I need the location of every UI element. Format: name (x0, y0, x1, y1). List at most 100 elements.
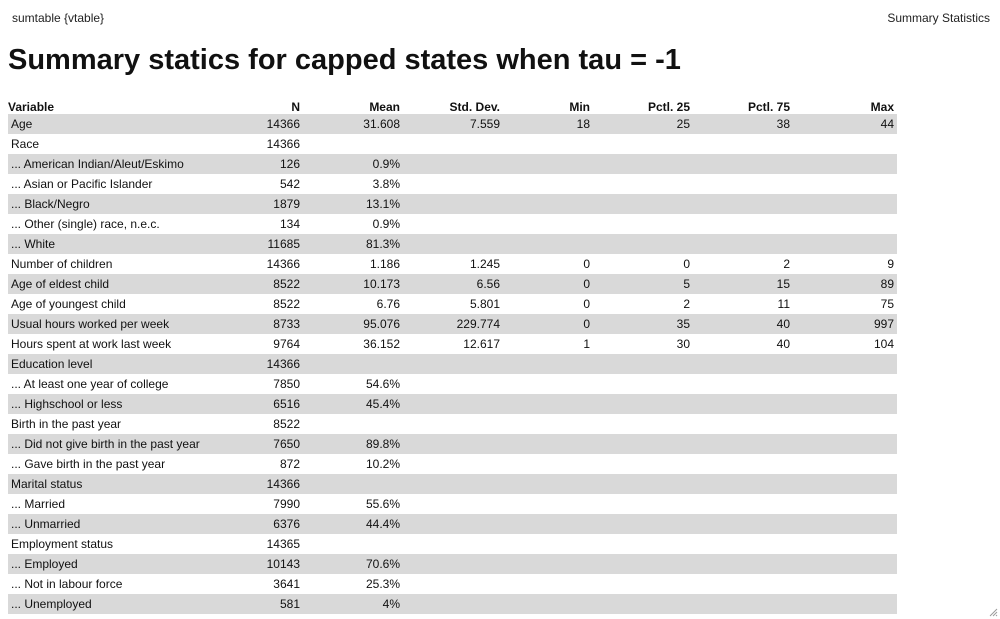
cell-std-dev (403, 454, 503, 474)
table-row: Education level 14366 (8, 354, 897, 374)
cell-pctl-25: 2 (683, 297, 690, 311)
cell-pctl-75 (693, 194, 793, 214)
cell-n: 6516 (273, 397, 300, 411)
table-header: Variable N Mean Std. Dev. Min Pctl. 25 Pctl. 7… (8, 98, 897, 114)
cell-max (793, 194, 897, 214)
cell-pctl-25 (593, 574, 693, 594)
cell-min: 0 (583, 317, 590, 331)
cell-pctl-75 (693, 234, 793, 254)
cell-pctl-75: 40 (776, 317, 790, 331)
cell-pctl-25 (593, 354, 693, 374)
table-row: ... Highschool or less 6516 45.4% (8, 394, 897, 414)
column-header-pctl-75: Pctl. 75 (747, 100, 790, 114)
table-body: Age 14366 31.608 7.559 18 25 38 44 Race 14366... … (8, 114, 897, 614)
cell-pctl-75 (693, 554, 793, 574)
cell-max (793, 154, 897, 174)
cell-n: 134 (279, 217, 300, 231)
cell-pctl-75 (693, 434, 793, 454)
cell-max (793, 494, 897, 514)
table-row: Hours spent at work last week 9764 36.152 1… (8, 334, 897, 354)
table-row: ... Employed 10143 70.6% (8, 554, 897, 574)
cell-std-dev (403, 154, 503, 174)
resize-grip-icon[interactable] (988, 607, 998, 617)
cell-pctl-25 (593, 154, 693, 174)
cell-variable: ... Not in labour force (11, 577, 123, 591)
table-row: ... Married 7990 55.6% (8, 494, 897, 514)
cell-mean: 36.152 (363, 337, 400, 351)
cell-variable: ... American Indian/Aleut/Eskimo (11, 157, 184, 171)
column-header-mean: Mean (369, 100, 400, 114)
cell-pctl-25 (593, 454, 693, 474)
viewer-header: sumtable {vtable} Summary Statistics (0, 0, 1000, 34)
cell-min (503, 514, 593, 534)
cell-pctl-25 (593, 394, 693, 414)
cell-std-dev (403, 574, 503, 594)
table-row: Marital status 14366 (8, 474, 897, 494)
cell-pctl-25 (593, 494, 693, 514)
cell-variable: Race (11, 137, 40, 151)
cell-variable: Age of youngest child (11, 297, 126, 311)
cell-min (503, 154, 593, 174)
cell-std-dev (403, 514, 503, 534)
cell-pctl-25 (593, 434, 693, 454)
cell-max (793, 514, 897, 534)
cell-n: 126 (279, 157, 300, 171)
cell-mean: 3.8% (372, 177, 400, 191)
cell-mean: 6.76 (376, 297, 400, 311)
cell-variable: ... Did not give birth in the past year (11, 437, 200, 451)
cell-mean: 0.9% (372, 157, 400, 171)
table-row: ... Black/Negro 1879 13.1% (8, 194, 897, 214)
cell-pctl-75: 15 (776, 277, 790, 291)
cell-std-dev: 1.245 (469, 257, 500, 271)
cell-max: 75 (880, 297, 894, 311)
cell-n: 7850 (273, 377, 300, 391)
cell-n: 7990 (273, 497, 300, 511)
cell-min: 0 (583, 257, 590, 271)
cell-variable: ... Black/Negro (11, 197, 90, 211)
cell-variable: ... At least one year of college (11, 377, 169, 391)
cell-mean: 25.3% (365, 577, 400, 591)
cell-variable: Hours spent at work last week (11, 337, 172, 351)
cell-max (793, 574, 897, 594)
cell-pctl-25 (593, 234, 693, 254)
cell-max (793, 594, 897, 614)
cell-pctl-25 (593, 194, 693, 214)
cell-max (793, 214, 897, 234)
cell-max (793, 434, 897, 454)
cell-variable: Usual hours worked per week (11, 317, 170, 331)
cell-min: 18 (576, 117, 590, 131)
cell-n: 14366 (266, 137, 300, 151)
cell-std-dev (403, 474, 503, 494)
column-header-n: N (291, 100, 300, 114)
cell-min (503, 534, 593, 554)
viewer-title: Summary Statistics (887, 11, 990, 25)
cell-pctl-75 (693, 374, 793, 394)
table-row: ... At least one year of college 7850 54.6… (8, 374, 897, 394)
cell-std-dev (403, 234, 503, 254)
cell-min (503, 194, 593, 214)
cell-min (503, 474, 593, 494)
cell-std-dev (403, 434, 503, 454)
table-row: Age 14366 31.608 7.559 18 25 38 44 (8, 114, 897, 134)
cell-max (793, 554, 897, 574)
cell-mean: 81.3% (365, 237, 400, 251)
cell-variable: Age of eldest child (11, 277, 110, 291)
cell-min (503, 494, 593, 514)
cell-std-dev (403, 194, 503, 214)
column-header-max: Max (870, 100, 894, 114)
cell-min (503, 554, 593, 574)
cell-pctl-75: 40 (776, 337, 790, 351)
cell-pctl-25: 30 (676, 337, 690, 351)
cell-std-dev (403, 594, 503, 614)
cell-pctl-25: 25 (676, 117, 690, 131)
cell-n: 8522 (273, 277, 300, 291)
cell-mean (303, 354, 403, 374)
cell-std-dev (403, 134, 503, 154)
cell-pctl-75 (693, 174, 793, 194)
cell-std-dev (403, 534, 503, 554)
cell-n: 11685 (267, 237, 300, 251)
cell-variable: ... Asian or Pacific Islander (11, 177, 153, 191)
cell-mean: 31.608 (363, 117, 400, 131)
table-row: Race 14366 (8, 134, 897, 154)
cell-min (503, 174, 593, 194)
